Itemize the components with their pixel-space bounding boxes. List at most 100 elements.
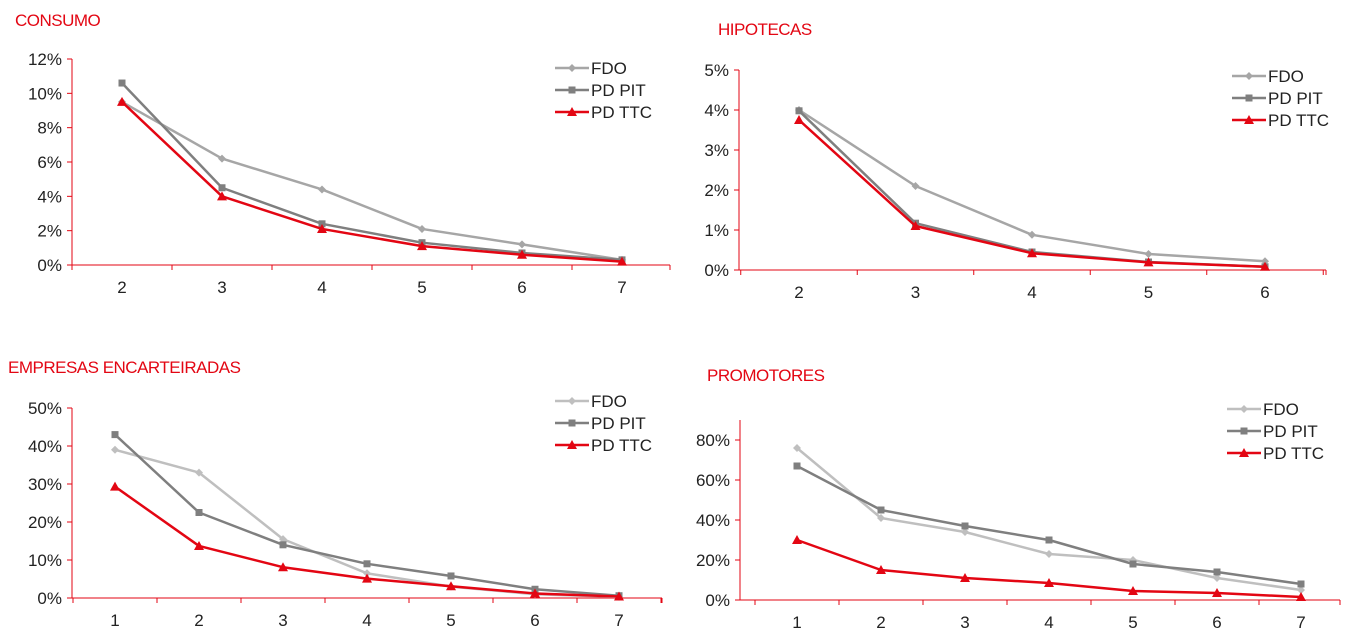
consumo-legend-label: PD PIT — [591, 81, 646, 100]
consumo-data-point — [418, 224, 426, 233]
consumo-y-tick-label: 2% — [37, 222, 62, 241]
promotores-y-tick-label: 40% — [696, 511, 730, 530]
empresas-x-tick-label: 6 — [530, 611, 539, 630]
consumo-legend-label: FDO — [591, 59, 627, 78]
empresas-legend-label: PD TTC — [591, 436, 652, 455]
consumo-data-point — [218, 184, 226, 192]
empresas-x-tick-label: 4 — [362, 611, 371, 630]
hipotecas-legend-label: PD TTC — [1268, 111, 1329, 130]
promotores-legend-marker — [1240, 405, 1248, 413]
hipotecas-series-line-pd-pit — [798, 109, 1266, 269]
promotores-legend-marker — [1239, 448, 1249, 457]
hipotecas-y-tick-label: 5% — [704, 61, 729, 80]
consumo-data-point — [517, 249, 527, 259]
promotores-data-point — [876, 565, 886, 574]
empresas-data-point — [110, 481, 120, 491]
empresas-data-point — [363, 569, 371, 578]
promotores-data-point — [961, 528, 969, 536]
hipotecas-data-point — [1260, 261, 1270, 271]
promotores-x-tick-label: 7 — [1296, 613, 1305, 630]
hipotecas-y-tick-label: 1% — [704, 221, 729, 240]
consumo-y-tick-label: 10% — [28, 84, 62, 103]
consumo-data-point — [617, 256, 627, 266]
empresas-y-tick-label: 50% — [28, 399, 62, 418]
hipotecas-legend-label: FDO — [1268, 67, 1304, 86]
hipotecas-y-tick-label: 4% — [704, 101, 729, 120]
empresas-y-tick-label: 10% — [28, 551, 62, 570]
promotores-legend-label: FDO — [1263, 400, 1299, 419]
empresas-data-point — [279, 535, 287, 544]
empresas-data-point — [362, 573, 372, 583]
hipotecas-series-line-pd-ttc — [798, 119, 1266, 269]
hipotecas-x-tick-label: 4 — [1027, 283, 1036, 302]
promotores-legend-marker — [1240, 427, 1248, 435]
consumo-y-tick-label: 8% — [37, 119, 62, 138]
empresas-data-point — [195, 509, 203, 516]
hipotecas-legend-marker — [1245, 94, 1253, 102]
empresas-legend-label: PD PIT — [591, 414, 646, 433]
empresas-y-tick-label: 30% — [28, 475, 62, 494]
consumo-data-point — [217, 191, 227, 201]
consumo-data-point — [318, 185, 326, 194]
empresas-x-tick-label: 5 — [446, 611, 455, 630]
empresas-x-tick-label: 3 — [278, 611, 287, 630]
empresas-legend-marker — [568, 419, 576, 427]
promotores-data-point — [1213, 574, 1221, 582]
consumo-data-point — [218, 154, 226, 163]
consumo-data-point — [317, 223, 327, 233]
hipotecas-legend-label: PD PIT — [1268, 89, 1323, 108]
empresas-data-point — [447, 572, 455, 580]
consumo-legend-marker — [567, 107, 577, 116]
hipotecas-data-point — [794, 115, 804, 124]
promotores-data-point — [877, 514, 885, 522]
hipotecas-data-point — [1144, 250, 1153, 258]
promotores-data-point — [793, 462, 801, 470]
promotores-y-tick-label: 20% — [696, 551, 730, 570]
promotores-x-tick-label: 3 — [960, 613, 969, 630]
empresas-data-point — [111, 445, 119, 454]
consumo-data-point — [518, 240, 526, 249]
promotores-data-point — [1044, 578, 1054, 587]
consumo-x-tick-label: 7 — [617, 278, 626, 297]
promotores-data-point — [1045, 536, 1053, 544]
chart-title-hipotecas: HIPOTECAS — [718, 20, 812, 39]
empresas-x-tick-label: 7 — [614, 611, 623, 630]
hipotecas-data-point — [911, 182, 920, 190]
promotores-data-point — [960, 573, 970, 582]
hipotecas-y-tick-label: 2% — [704, 181, 729, 200]
empresas-data-point — [278, 562, 288, 572]
promotores-x-tick-label: 6 — [1212, 613, 1221, 630]
hipotecas-x-tick-label: 2 — [794, 283, 803, 302]
hipotecas-y-tick-label: 0% — [704, 261, 729, 280]
promotores-data-point — [792, 535, 802, 544]
promotores-data-point — [877, 506, 885, 514]
consumo-legend-label: PD TTC — [591, 103, 652, 122]
promotores-series-line-fdo — [796, 447, 1302, 592]
promotores-data-point — [1297, 586, 1305, 594]
promotores-data-point — [1129, 560, 1137, 568]
hipotecas-data-point — [1027, 248, 1037, 258]
consumo-data-point — [117, 96, 127, 106]
promotores-series-line-pd-ttc — [796, 538, 1302, 599]
empresas-data-point — [446, 581, 456, 591]
promotores-data-point — [793, 444, 801, 452]
hipotecas-data-point — [1028, 230, 1036, 239]
promotores-data-point — [1297, 580, 1305, 588]
empresas-data-point — [614, 591, 624, 601]
consumo-x-tick-label: 5 — [417, 278, 426, 297]
empresas-data-point — [279, 541, 287, 549]
consumo-series-line-pd-pit — [121, 82, 623, 262]
empresas-x-tick-label: 1 — [110, 611, 119, 630]
promotores-data-point — [1045, 550, 1053, 558]
promotores-data-point — [1212, 588, 1222, 597]
hipotecas-y-tick-label: 3% — [704, 141, 729, 160]
promotores-data-point — [1128, 586, 1138, 595]
empresas-data-point — [363, 560, 371, 568]
consumo-x-tick-label: 4 — [317, 278, 326, 297]
consumo-legend-marker — [568, 86, 576, 94]
promotores-y-tick-label: 60% — [696, 471, 730, 490]
chart-title-empresas: EMPRESAS ENCARTEIRADAS — [8, 358, 241, 377]
consumo-y-tick-label: 4% — [37, 187, 62, 206]
consumo-legend-marker — [568, 64, 576, 72]
